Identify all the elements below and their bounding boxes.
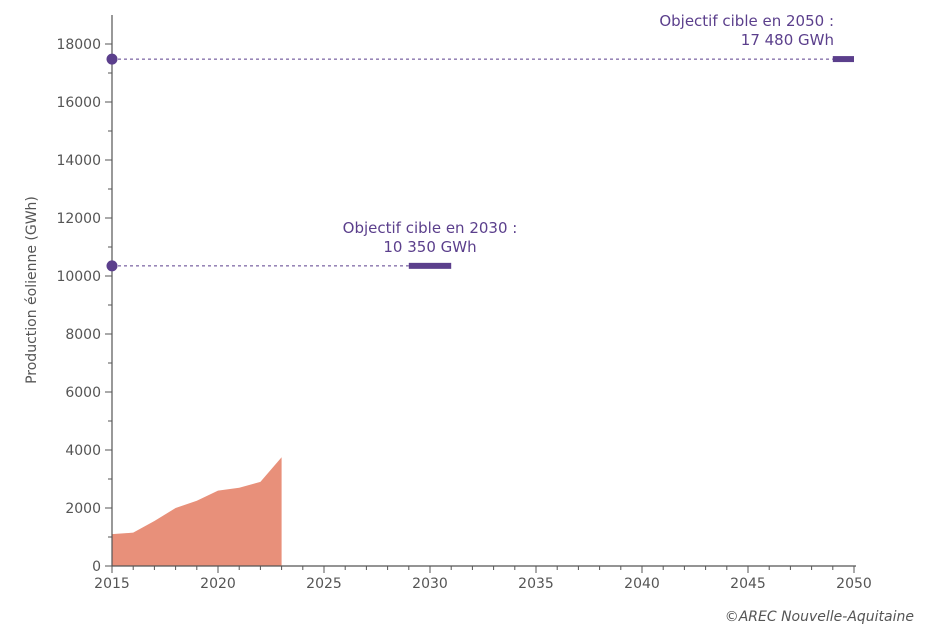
x-tick-label: 2035 [518,576,554,592]
target-label-line1-0: Objectif cible en 2030 : [343,219,518,237]
target-label-line2-1: 17 480 GWh [741,31,834,49]
target-dot-1 [106,53,118,65]
target-bar-1 [832,56,854,63]
target-bar-0 [408,262,452,269]
annotations-layer: Objectif cible en 2030 :10 350 GWh Object… [343,12,834,256]
y-axis-title: Production éolienne (GWh) [24,196,40,384]
credit-label: ©AREC Nouvelle-Aquitaine [725,609,914,625]
y-tick-label: 8000 [65,327,101,343]
x-tick-label: 2025 [306,576,342,592]
x-tick-label: 2015 [94,576,130,592]
x-ticks-layer: 2015 2020 2025 2030 2035 2040 2045 2050 [94,566,872,592]
y-tick-label: 12000 [56,211,101,227]
x-tick-label: 2020 [200,576,236,592]
y-ticks-layer: 0 2000 4000 6000 8000 10000 12000 14000 16000 180… [56,37,112,575]
target-lines-layer [112,58,833,267]
x-tick-label: 2030 [412,576,448,592]
y-tick-label: 0 [92,559,101,575]
y-tick-label: 2000 [65,501,101,517]
y-tick-label: 18000 [56,37,101,53]
target-markers-layer [106,53,854,272]
y-tick-label: 16000 [56,95,101,111]
target-label-line1-1: Objectif cible en 2050 : [659,12,834,30]
axes-layer [111,15,856,567]
area-layer [112,457,282,566]
y-tick-label: 6000 [65,385,101,401]
target-dot-0 [106,260,118,272]
y-tick-label: 14000 [56,153,101,169]
y-tick-label: 10000 [56,269,101,285]
area-series-0 [112,457,282,566]
y-tick-label: 4000 [65,443,101,459]
target-label-line2-0: 10 350 GWh [383,238,476,256]
x-tick-label: 2040 [624,576,660,592]
x-tick-label: 2050 [836,576,872,592]
x-tick-label: 2045 [730,576,766,592]
